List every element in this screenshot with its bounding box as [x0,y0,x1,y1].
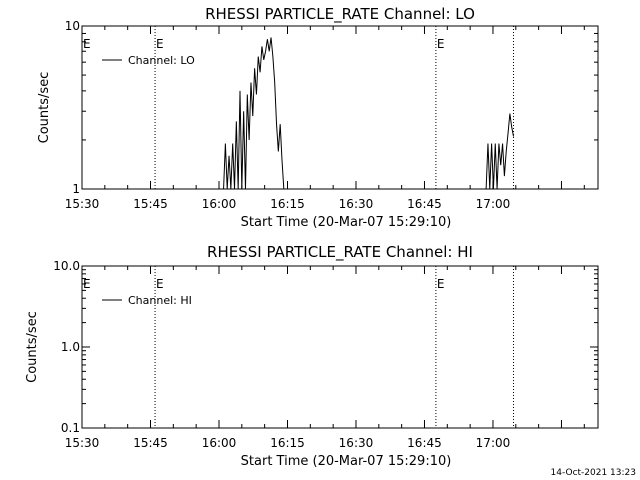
lo-channel-panel: RHESSI PARTICLE_RATE Channel: LO 15:30 15:… [37,5,599,230]
x-tick-label: 16:45 [407,436,442,450]
plot-frame [81,25,599,190]
chart-title: RHESSI PARTICLE_RATE Channel: HI [207,243,473,262]
y-tick-label: 1.0 [61,340,80,354]
series-line [223,37,285,190]
x-tick-label: 16:30 [339,197,374,211]
y-tick-label: 10 [65,19,80,33]
x-tick-label: 16:30 [339,436,374,450]
x-tick-label: 16:45 [407,197,442,211]
y-axis-label: Counts/sec [37,72,52,144]
event-label-left: E [83,277,91,291]
y-axis-label: Counts/sec [25,311,40,383]
x-tick-label: 16:15 [270,197,305,211]
y-tick-label: 1 [72,182,80,196]
y-tick-label: 10.0 [53,259,80,273]
event-label-left: E [83,37,91,51]
chart-title: RHESSI PARTICLE_RATE Channel: LO [205,5,475,24]
event-label: E [437,277,445,291]
x-tick-label: 15:30 [65,436,100,450]
hi-channel-panel: RHESSI PARTICLE_RATE Channel: HI 15:30 15:… [25,243,599,469]
y-tick-label: 0.1 [61,421,80,435]
x-axis-label: Start Time (20-Mar-07 15:29:10) [241,454,452,469]
x-tick-label: 17:00 [476,197,511,211]
x-tick-label: 17:00 [476,436,511,450]
x-tick-label: 15:45 [133,197,168,211]
x-tick-label: 15:30 [65,197,100,211]
event-label: E [437,37,445,51]
event-label: E [156,37,164,51]
event-label: E [156,277,164,291]
x-tick-label: 16:15 [270,436,305,450]
x-tick-label: 16:00 [202,436,237,450]
legend-label: Channel: LO [128,54,195,67]
legend-label: Channel: HI [128,294,192,307]
x-tick-label: 16:00 [202,197,237,211]
x-axis-label: Start Time (20-Mar-07 15:29:10) [241,215,452,230]
footer-timestamp: 14-Oct-2021 13:23 [551,468,636,478]
series-line [485,113,515,190]
x-tick-label: 15:45 [133,436,168,450]
